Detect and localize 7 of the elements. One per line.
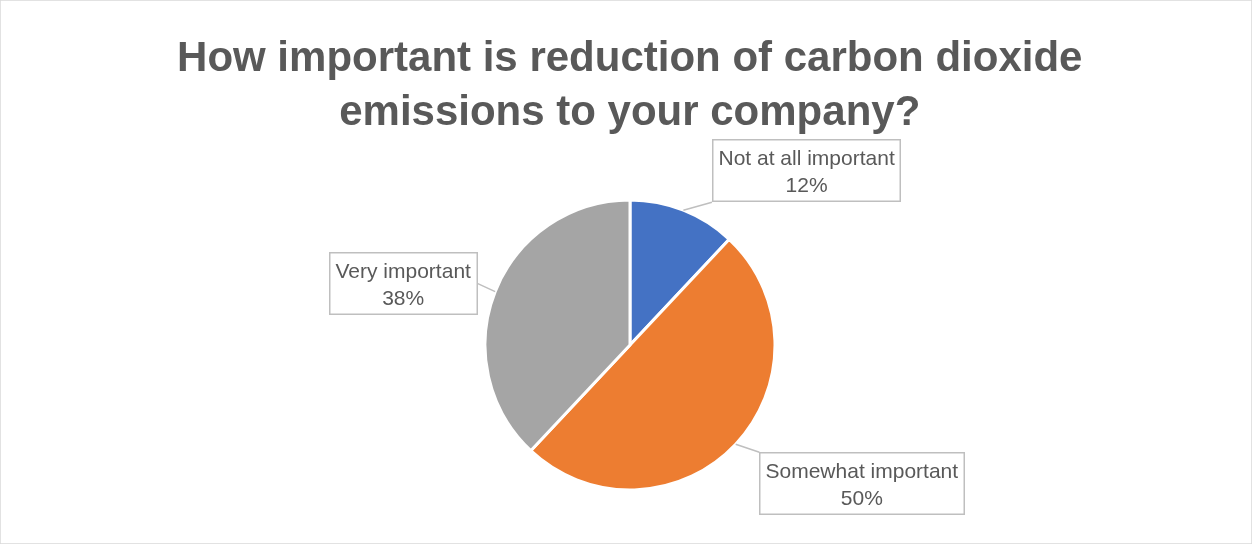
data-label: 12% [785, 172, 828, 196]
slice-label: Not at all important [718, 145, 895, 169]
chart-title: How important is reduction of carbon dioxide emissions to your company? [177, 32, 1083, 135]
slice-label: Somewhat important [765, 458, 959, 482]
data-label: 38% [382, 285, 425, 309]
slice-label: Very important [335, 258, 472, 282]
data-label: 50% [840, 485, 883, 509]
